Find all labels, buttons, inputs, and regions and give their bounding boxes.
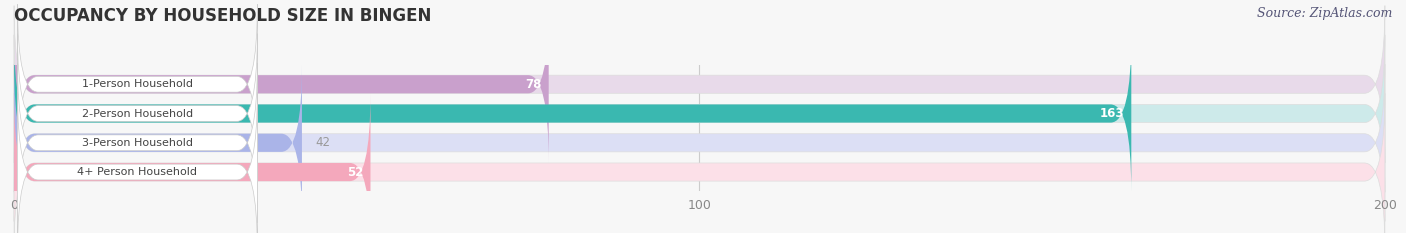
FancyBboxPatch shape xyxy=(17,63,257,223)
FancyBboxPatch shape xyxy=(14,93,371,233)
FancyBboxPatch shape xyxy=(17,92,257,233)
FancyBboxPatch shape xyxy=(14,64,302,222)
FancyBboxPatch shape xyxy=(14,35,1385,192)
Text: Source: ZipAtlas.com: Source: ZipAtlas.com xyxy=(1257,7,1392,20)
FancyBboxPatch shape xyxy=(14,93,1385,233)
Text: 78: 78 xyxy=(526,78,541,91)
FancyBboxPatch shape xyxy=(14,6,548,163)
FancyBboxPatch shape xyxy=(14,35,1132,192)
FancyBboxPatch shape xyxy=(14,6,1385,163)
Text: 2-Person Household: 2-Person Household xyxy=(82,109,193,119)
FancyBboxPatch shape xyxy=(17,4,257,164)
Text: 3-Person Household: 3-Person Household xyxy=(82,138,193,148)
Text: 52: 52 xyxy=(347,165,364,178)
FancyBboxPatch shape xyxy=(17,34,257,193)
Text: 42: 42 xyxy=(315,136,330,149)
Text: OCCUPANCY BY HOUSEHOLD SIZE IN BINGEN: OCCUPANCY BY HOUSEHOLD SIZE IN BINGEN xyxy=(14,7,432,25)
FancyBboxPatch shape xyxy=(14,64,1385,222)
Text: 163: 163 xyxy=(1099,107,1125,120)
Text: 4+ Person Household: 4+ Person Household xyxy=(77,167,197,177)
Text: 1-Person Household: 1-Person Household xyxy=(82,79,193,89)
